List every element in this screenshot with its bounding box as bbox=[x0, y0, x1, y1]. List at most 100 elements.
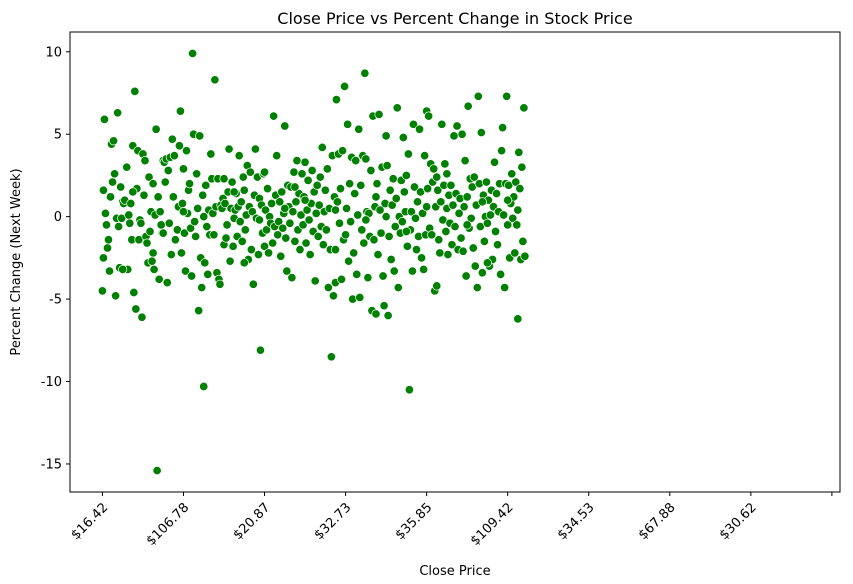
data-point bbox=[448, 200, 458, 210]
data-point bbox=[108, 177, 118, 187]
data-point bbox=[264, 248, 274, 258]
data-point bbox=[179, 228, 190, 238]
data-point bbox=[236, 197, 246, 207]
data-point bbox=[109, 136, 119, 146]
data-point bbox=[300, 157, 310, 167]
data-point bbox=[163, 165, 173, 176]
data-point bbox=[219, 174, 229, 184]
data-point bbox=[482, 218, 492, 228]
data-point bbox=[513, 205, 523, 215]
data-point bbox=[125, 218, 135, 228]
data-point bbox=[98, 253, 108, 263]
data-point bbox=[137, 312, 147, 322]
data-point bbox=[272, 151, 282, 161]
data-point bbox=[199, 212, 209, 222]
data-point bbox=[154, 274, 164, 284]
data-point bbox=[429, 164, 439, 174]
data-point bbox=[440, 159, 450, 169]
data-point bbox=[105, 192, 116, 202]
data-point bbox=[401, 226, 411, 237]
data-point bbox=[246, 245, 256, 255]
data-point bbox=[175, 106, 185, 116]
data-point bbox=[305, 250, 315, 260]
data-point bbox=[122, 162, 132, 172]
data-point bbox=[341, 230, 351, 240]
data-point bbox=[263, 184, 273, 194]
data-point bbox=[113, 108, 123, 118]
data-point bbox=[250, 144, 260, 154]
data-point bbox=[369, 235, 379, 245]
data-point bbox=[452, 121, 462, 131]
data-points bbox=[97, 48, 530, 476]
data-point bbox=[210, 75, 220, 85]
data-point bbox=[386, 254, 396, 265]
data-point bbox=[149, 264, 159, 274]
data-point bbox=[489, 157, 500, 167]
data-point bbox=[363, 273, 373, 283]
data-point bbox=[470, 261, 480, 271]
data-point bbox=[424, 111, 434, 121]
data-point bbox=[336, 274, 347, 284]
y-tick-label: 5 bbox=[54, 128, 62, 143]
data-point bbox=[321, 225, 331, 235]
data-point bbox=[235, 217, 245, 227]
data-point bbox=[507, 169, 517, 179]
data-point bbox=[153, 192, 163, 202]
data-point bbox=[162, 278, 172, 288]
data-point bbox=[499, 210, 509, 220]
data-point bbox=[100, 208, 111, 218]
data-point bbox=[104, 266, 115, 276]
data-point bbox=[225, 256, 235, 266]
data-point bbox=[177, 198, 188, 209]
data-point bbox=[318, 240, 328, 250]
y-axis: -15 -10 -5 0 5 10 bbox=[41, 45, 70, 472]
data-point bbox=[160, 177, 170, 187]
data-point bbox=[186, 223, 196, 233]
data-point bbox=[460, 156, 470, 166]
data-point bbox=[224, 144, 234, 154]
data-point bbox=[463, 101, 473, 111]
data-point bbox=[282, 266, 292, 276]
data-point bbox=[215, 279, 225, 289]
data-point bbox=[473, 91, 483, 101]
data-point bbox=[301, 238, 311, 248]
data-point bbox=[373, 250, 383, 260]
data-point bbox=[354, 124, 364, 134]
data-point bbox=[408, 119, 419, 129]
data-point bbox=[181, 146, 192, 156]
data-point bbox=[155, 207, 165, 217]
data-point bbox=[477, 197, 487, 207]
data-point bbox=[418, 208, 428, 218]
data-point bbox=[399, 187, 409, 197]
data-point bbox=[164, 218, 174, 228]
data-point bbox=[366, 165, 376, 176]
data-point bbox=[335, 184, 346, 194]
data-point bbox=[303, 175, 313, 185]
data-point bbox=[200, 258, 210, 268]
data-point bbox=[268, 238, 278, 248]
data-point bbox=[503, 220, 513, 230]
data-point bbox=[355, 292, 365, 302]
data-point bbox=[502, 91, 512, 101]
data-point bbox=[457, 129, 467, 139]
data-point bbox=[185, 179, 195, 189]
data-point bbox=[517, 162, 527, 172]
data-point bbox=[310, 276, 320, 286]
data-point bbox=[436, 197, 446, 207]
data-point bbox=[344, 256, 354, 266]
data-point bbox=[447, 240, 457, 250]
data-point bbox=[248, 279, 258, 289]
data-point bbox=[254, 215, 265, 225]
data-point bbox=[520, 251, 530, 261]
data-point bbox=[176, 248, 186, 258]
data-point bbox=[375, 205, 385, 215]
data-point bbox=[281, 233, 291, 243]
data-point bbox=[277, 187, 287, 197]
data-point bbox=[209, 230, 219, 240]
data-point bbox=[441, 226, 451, 237]
data-point bbox=[458, 246, 468, 256]
data-point bbox=[345, 179, 355, 189]
data-point bbox=[384, 231, 394, 241]
data-point bbox=[289, 167, 299, 177]
